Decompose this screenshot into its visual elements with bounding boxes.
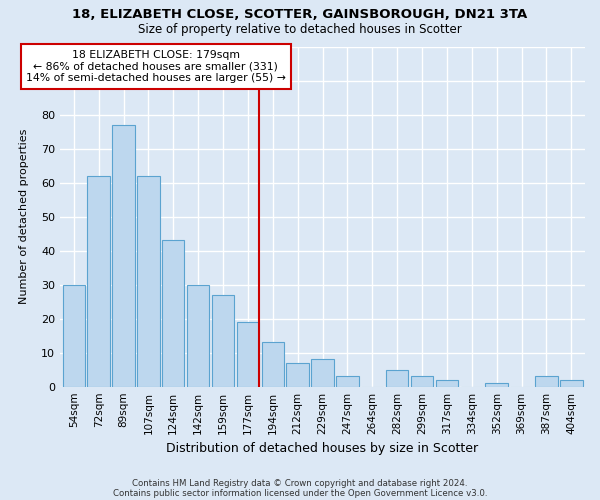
Bar xyxy=(212,295,234,386)
Bar xyxy=(535,376,557,386)
Text: 18, ELIZABETH CLOSE, SCOTTER, GAINSBOROUGH, DN21 3TA: 18, ELIZABETH CLOSE, SCOTTER, GAINSBOROU… xyxy=(73,8,527,20)
Text: 18 ELIZABETH CLOSE: 179sqm
← 86% of detached houses are smaller (331)
14% of sem: 18 ELIZABETH CLOSE: 179sqm ← 86% of deta… xyxy=(26,50,286,83)
Bar xyxy=(112,124,135,386)
Bar xyxy=(88,176,110,386)
Text: Contains HM Land Registry data © Crown copyright and database right 2024.: Contains HM Land Registry data © Crown c… xyxy=(132,478,468,488)
Bar xyxy=(137,176,160,386)
Bar xyxy=(436,380,458,386)
Bar xyxy=(411,376,433,386)
Bar xyxy=(485,384,508,386)
X-axis label: Distribution of detached houses by size in Scotter: Distribution of detached houses by size … xyxy=(166,442,479,455)
Bar xyxy=(262,342,284,386)
Y-axis label: Number of detached properties: Number of detached properties xyxy=(19,129,29,304)
Bar xyxy=(286,363,309,386)
Bar xyxy=(336,376,359,386)
Bar xyxy=(62,284,85,386)
Bar xyxy=(162,240,184,386)
Bar xyxy=(187,284,209,386)
Text: Size of property relative to detached houses in Scotter: Size of property relative to detached ho… xyxy=(138,22,462,36)
Bar xyxy=(237,322,259,386)
Bar xyxy=(386,370,409,386)
Bar xyxy=(560,380,583,386)
Text: Contains public sector information licensed under the Open Government Licence v3: Contains public sector information licen… xyxy=(113,488,487,498)
Bar xyxy=(311,360,334,386)
